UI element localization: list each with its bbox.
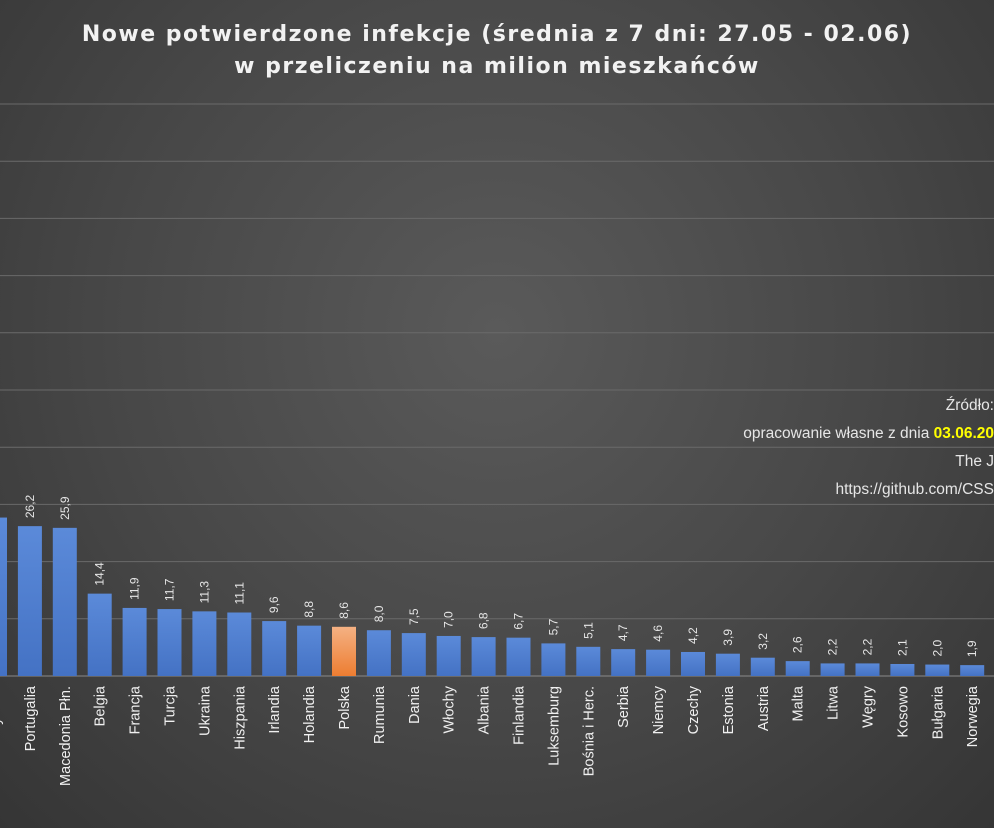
data-label: 8,8 xyxy=(302,601,316,618)
category-label: Dania xyxy=(407,685,423,724)
bar xyxy=(506,637,531,676)
bar xyxy=(855,663,880,676)
source-note: Źródło: xyxy=(945,397,994,414)
bar xyxy=(820,663,845,676)
bar xyxy=(52,527,77,676)
bar xyxy=(366,630,391,676)
category-label: Hiszpania xyxy=(232,685,248,750)
category-label: Polska xyxy=(337,685,353,729)
category-label: Portugalia xyxy=(23,685,39,751)
category-label: Holandia xyxy=(302,685,318,743)
bar xyxy=(227,612,252,676)
source-note-line3: The J xyxy=(955,453,994,470)
data-label: 3,2 xyxy=(756,633,770,650)
data-label: 6,8 xyxy=(477,612,491,629)
bar xyxy=(122,607,147,676)
category-label: Ukraina xyxy=(197,685,213,736)
bar xyxy=(750,657,775,676)
source-date: 03.06.20 xyxy=(933,425,994,442)
bar xyxy=(262,621,287,676)
bar xyxy=(192,611,217,676)
bar xyxy=(17,526,42,676)
category-label: Estonia xyxy=(721,685,737,734)
category-label: Norwegia xyxy=(965,685,981,747)
category-label: Francja xyxy=(128,685,144,734)
bars xyxy=(0,517,985,676)
source-prefix: opracowanie własne z dnia xyxy=(743,425,934,442)
data-label: 6,7 xyxy=(512,613,526,630)
category-label: Finlandia xyxy=(512,685,528,745)
bar xyxy=(576,646,601,676)
data-label: 11,7 xyxy=(163,578,177,601)
data-label: 11,3 xyxy=(197,581,211,604)
bar-highlight xyxy=(332,626,356,676)
source-note-line4: https://github.com/CSS xyxy=(835,481,994,498)
category-label: Włochy xyxy=(442,685,458,733)
source-note-line2: opracowanie własne z dnia 03.06.20 xyxy=(743,424,994,444)
data-label: 2,0 xyxy=(930,640,944,657)
data-label: 2,6 xyxy=(791,636,805,653)
data-label: 5,1 xyxy=(581,622,595,639)
category-label: Niemcy xyxy=(651,685,667,734)
bar xyxy=(785,661,810,676)
category-label: Belgia xyxy=(93,685,109,726)
category-label: Malta xyxy=(791,685,807,721)
data-label: 9,6 xyxy=(267,596,281,613)
data-label: 2,1 xyxy=(895,639,909,656)
data-label: 14,4 xyxy=(93,562,107,586)
category-label: Luksemburg xyxy=(546,686,562,766)
category-label: Rumunia xyxy=(372,685,388,744)
category-label: Wielka Brytania xyxy=(0,685,4,787)
data-label: 26,2 xyxy=(23,494,37,518)
bar xyxy=(297,625,322,676)
category-labels: Wielka Brytania Portugalia Macedonia Płn. B… xyxy=(0,685,981,787)
bar xyxy=(960,665,985,676)
bar xyxy=(157,609,182,676)
gridlines xyxy=(0,103,994,677)
chart-subtitle: w przeliczeniu na milion mieszkańców xyxy=(234,54,760,79)
category-label: Albania xyxy=(477,685,493,734)
category-label: Czechy xyxy=(686,685,702,734)
bar xyxy=(541,643,566,676)
value-labels: 26,2 25,9 14,4 11,9 11,7 11,3 11,1 9,6 8,8 8,6 8,0… xyxy=(23,494,979,657)
data-label: 4,7 xyxy=(616,624,630,641)
category-label: Kosowo xyxy=(895,686,911,738)
data-label: 11,1 xyxy=(232,582,246,605)
bar xyxy=(87,593,112,676)
category-label: Bułgaria xyxy=(930,685,946,739)
data-label: 25,9 xyxy=(58,496,72,520)
category-label: Irlandia xyxy=(267,685,283,733)
bar xyxy=(471,637,496,676)
bar xyxy=(436,635,461,676)
category-label: Austria xyxy=(756,685,772,731)
data-label: 4,6 xyxy=(651,625,665,642)
data-label: 4,2 xyxy=(686,627,700,644)
bar xyxy=(925,664,950,676)
data-label: 8,0 xyxy=(372,605,386,622)
data-label: 2,2 xyxy=(826,638,840,655)
bar xyxy=(611,649,636,676)
chart-title: Nowe potwierdzone infekcje (średnia z 7 … xyxy=(81,22,913,47)
data-label: 7,5 xyxy=(407,608,421,625)
bar xyxy=(890,663,915,676)
data-label: 7,0 xyxy=(442,611,456,628)
category-label: Litwa xyxy=(826,685,842,720)
category-label: Turcja xyxy=(163,685,179,726)
data-label: 11,9 xyxy=(128,577,142,600)
data-label: 2,2 xyxy=(861,638,875,655)
bar xyxy=(715,653,740,676)
data-label: 3,9 xyxy=(721,629,735,646)
data-label: 5,7 xyxy=(546,618,560,635)
category-label: Bośnia i Herc. xyxy=(581,686,597,776)
data-label: 8,6 xyxy=(337,602,351,619)
category-label: Serbia xyxy=(616,685,632,728)
category-label: Macedonia Płn. xyxy=(58,686,74,786)
bar xyxy=(681,651,705,676)
category-label: Węgry xyxy=(861,685,877,728)
bar xyxy=(646,649,671,676)
data-label: 1,9 xyxy=(965,640,979,657)
bar xyxy=(401,633,426,676)
bar xyxy=(0,517,7,676)
